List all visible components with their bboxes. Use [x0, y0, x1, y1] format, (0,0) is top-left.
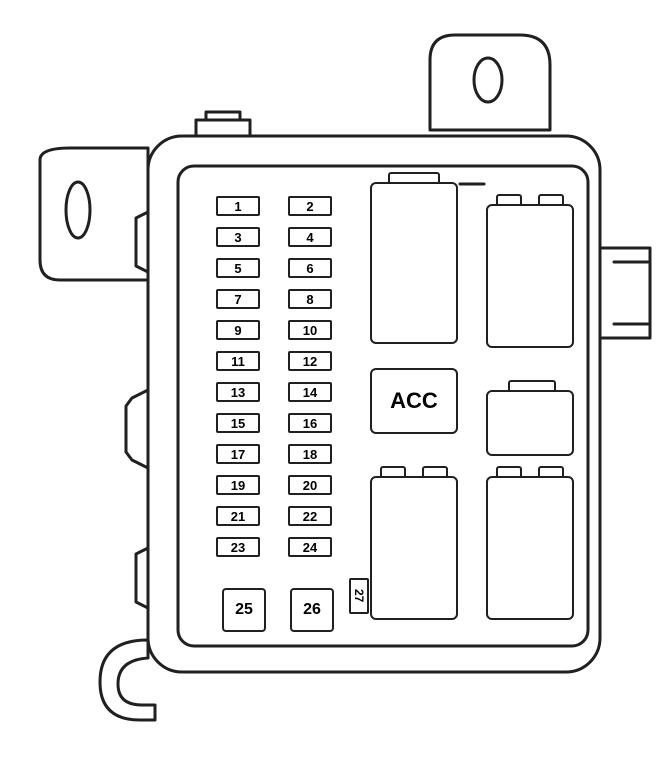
fuse-slot-23: 23	[216, 537, 260, 557]
relay-acc: ACC	[370, 368, 458, 434]
fuse-slot-27: 27	[349, 578, 369, 614]
fuse-slot-4: 4	[288, 227, 332, 247]
fuse-box-outline	[0, 0, 665, 759]
fuse-slot-12: 12	[288, 351, 332, 371]
fuse-slot-7: 7	[216, 289, 260, 309]
fuse-slot-21: 21	[216, 506, 260, 526]
fuse-slot-20: 20	[288, 475, 332, 495]
fuse-slot-1: 1	[216, 196, 260, 216]
fuse-slot-16: 16	[288, 413, 332, 433]
relay-bot-right	[486, 476, 574, 620]
fuse-slot-17: 17	[216, 444, 260, 464]
fuse-slot-2: 2	[288, 196, 332, 216]
fuse-slot-5: 5	[216, 258, 260, 278]
fuse-slot-22: 22	[288, 506, 332, 526]
fuse-slot-24: 24	[288, 537, 332, 557]
fuse-slot-19: 19	[216, 475, 260, 495]
fuse-slot-26: 26	[290, 588, 334, 632]
fuse-slot-8: 8	[288, 289, 332, 309]
fuse-slot-18: 18	[288, 444, 332, 464]
relay-bot-left	[370, 476, 458, 620]
fuse-slot-9: 9	[216, 320, 260, 340]
fuse-slot-11: 11	[216, 351, 260, 371]
fuse-box-diagram: 1234567891011121314151617181920212223242…	[0, 0, 665, 759]
fuse-slot-13: 13	[216, 382, 260, 402]
fuse-slot-10: 10	[288, 320, 332, 340]
relay-mid-right	[486, 390, 574, 456]
relay-top-right	[486, 204, 574, 348]
fuse-slot-15: 15	[216, 413, 260, 433]
fuse-slot-25: 25	[222, 588, 266, 632]
fuse-slot-6: 6	[288, 258, 332, 278]
fuse-slot-3: 3	[216, 227, 260, 247]
fuse-slot-14: 14	[288, 382, 332, 402]
relay-top-left	[370, 182, 458, 344]
